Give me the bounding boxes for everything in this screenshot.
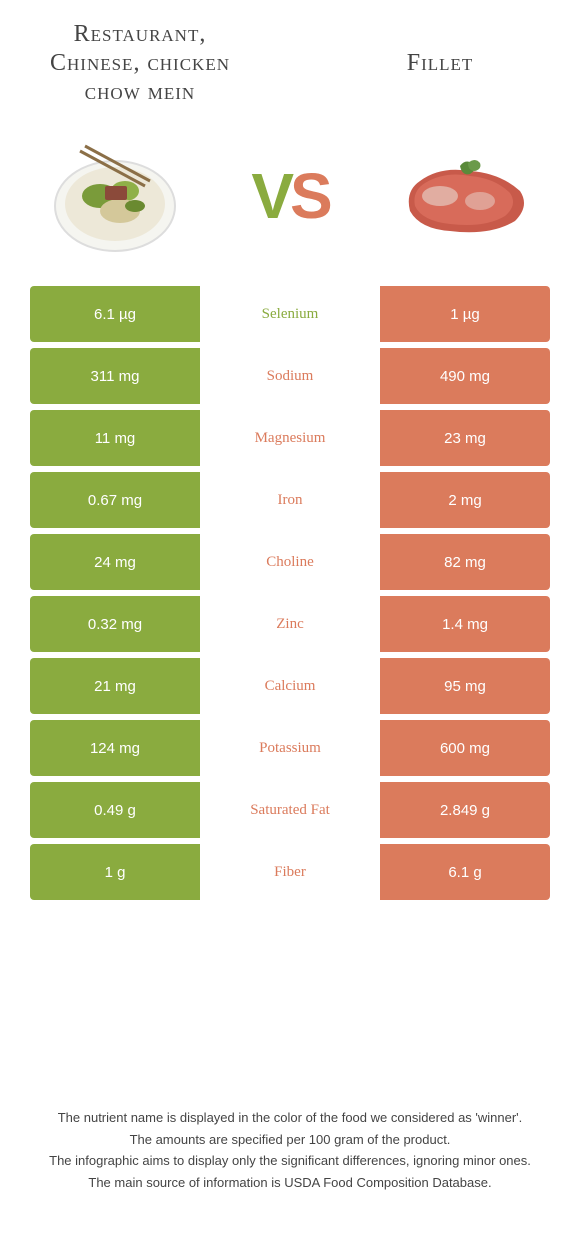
left-food-title: Restaurant, Chinese, chicken chow mein	[40, 20, 240, 106]
right-food-image	[390, 136, 540, 256]
nutrient-name: Magnesium	[200, 410, 380, 466]
nutrient-name: Saturated Fat	[200, 782, 380, 838]
nutrient-name: Sodium	[200, 348, 380, 404]
right-value: 23 mg	[380, 410, 550, 466]
vs-s-letter: S	[290, 160, 329, 232]
footer-line-3: The infographic aims to display only the…	[40, 1151, 540, 1171]
right-value: 82 mg	[380, 534, 550, 590]
nutrient-row: 124 mgPotassium600 mg	[30, 720, 550, 776]
left-value: 11 mg	[30, 410, 200, 466]
right-value: 2.849 g	[380, 782, 550, 838]
nutrient-row: 0.49 gSaturated Fat2.849 g	[30, 782, 550, 838]
right-value: 95 mg	[380, 658, 550, 714]
footer-line-4: The main source of information is USDA F…	[40, 1173, 540, 1193]
nutrient-row: 311 mgSodium490 mg	[30, 348, 550, 404]
nutrient-row: 21 mgCalcium95 mg	[30, 658, 550, 714]
right-value: 1.4 mg	[380, 596, 550, 652]
nutrient-name: Zinc	[200, 596, 380, 652]
images-row: VS	[0, 116, 580, 286]
footer-line-1: The nutrient name is displayed in the co…	[40, 1108, 540, 1128]
left-value: 0.49 g	[30, 782, 200, 838]
footer-notes: The nutrient name is displayed in the co…	[0, 1108, 580, 1194]
right-value: 490 mg	[380, 348, 550, 404]
nutrient-row: 6.1 µgSelenium1 µg	[30, 286, 550, 342]
left-value: 311 mg	[30, 348, 200, 404]
left-food-image	[40, 136, 190, 256]
vs-label: VS	[251, 159, 328, 233]
nutrient-row: 0.32 mgZinc1.4 mg	[30, 596, 550, 652]
nutrient-row: 0.67 mgIron2 mg	[30, 472, 550, 528]
left-value: 124 mg	[30, 720, 200, 776]
footer-line-2: The amounts are specified per 100 gram o…	[40, 1130, 540, 1150]
header: Restaurant, Chinese, chicken chow mein F…	[0, 0, 580, 116]
right-value: 600 mg	[380, 720, 550, 776]
nutrient-name: Fiber	[200, 844, 380, 900]
nutrient-name: Calcium	[200, 658, 380, 714]
nutrient-row: 1 gFiber6.1 g	[30, 844, 550, 900]
right-value: 6.1 g	[380, 844, 550, 900]
vs-v-letter: V	[251, 160, 290, 232]
left-value: 0.67 mg	[30, 472, 200, 528]
right-value: 1 µg	[380, 286, 550, 342]
left-value: 0.32 mg	[30, 596, 200, 652]
nutrient-row: 11 mgMagnesium23 mg	[30, 410, 550, 466]
nutrient-row: 24 mgCholine82 mg	[30, 534, 550, 590]
nutrient-table: 6.1 µgSelenium1 µg 311 mgSodium490 mg 11 m…	[0, 286, 580, 900]
right-value: 2 mg	[380, 472, 550, 528]
left-value: 6.1 µg	[30, 286, 200, 342]
right-food-title: Fillet	[340, 49, 540, 78]
nutrient-name: Selenium	[200, 286, 380, 342]
left-value: 24 mg	[30, 534, 200, 590]
left-value: 1 g	[30, 844, 200, 900]
nutrient-name: Iron	[200, 472, 380, 528]
left-value: 21 mg	[30, 658, 200, 714]
nutrient-name: Potassium	[200, 720, 380, 776]
nutrient-name: Choline	[200, 534, 380, 590]
